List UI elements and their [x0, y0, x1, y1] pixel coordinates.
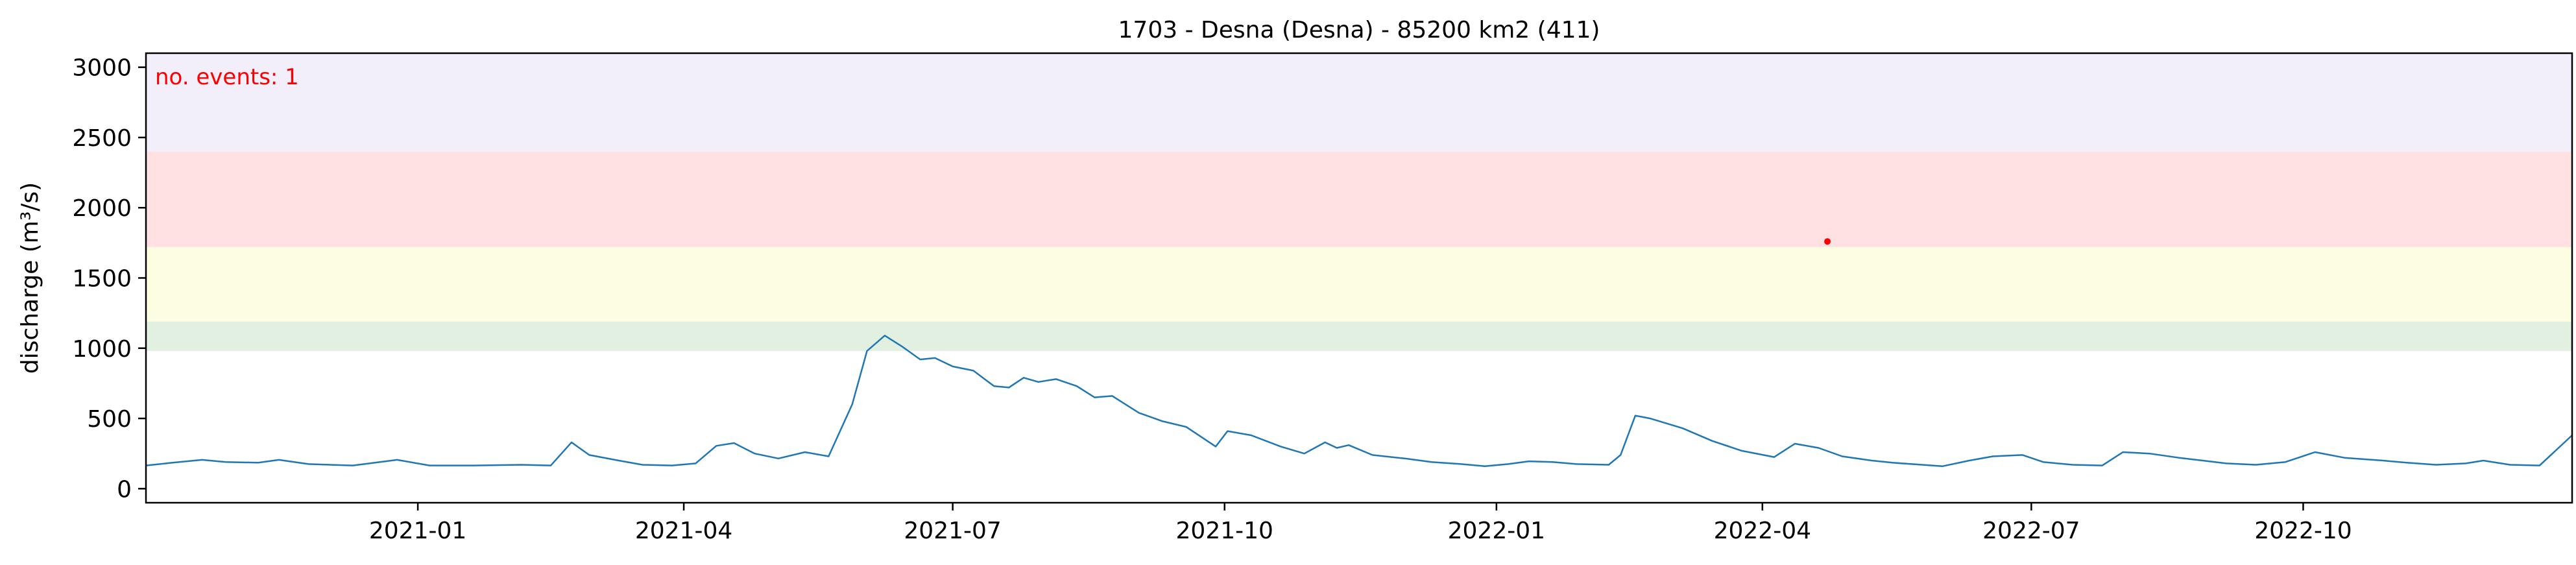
- threshold-band-0: [146, 321, 2572, 352]
- x-tick-label: 2021-04: [635, 518, 732, 544]
- y-tick-label: 500: [87, 406, 132, 433]
- threshold-bands: [146, 53, 2572, 352]
- x-tick-label: 2022-10: [2254, 518, 2352, 544]
- chart-title: 1703 - Desna (Desna) - 85200 km2 (411): [1118, 17, 1600, 43]
- event-marker-0: [1824, 238, 1831, 245]
- x-tick-label: 2022-01: [1448, 518, 1545, 544]
- x-axis-ticks: 2021-01 2021-04 2021-07 2021-10 2022-01 2022-…: [369, 503, 2352, 544]
- x-tick-label: 2021-01: [369, 518, 466, 544]
- y-axis-ticks: 0 500 1000 1500 2000 2500 3000: [72, 55, 146, 503]
- x-tick-label: 2022-04: [1714, 518, 1811, 544]
- x-tick-label: 2022-07: [1982, 518, 2080, 544]
- y-axis-label: discharge (m³/s): [17, 182, 43, 374]
- threshold-band-3: [146, 53, 2572, 152]
- threshold-band-2: [146, 151, 2572, 247]
- y-tick-label: 2000: [72, 195, 132, 222]
- event-markers: [1824, 238, 1831, 245]
- x-tick-label: 2021-10: [1176, 518, 1273, 544]
- y-tick-label: 3000: [72, 55, 132, 82]
- y-tick-label: 1000: [72, 336, 132, 363]
- series-group: [145, 335, 2573, 467]
- y-tick-label: 0: [117, 476, 132, 503]
- threshold-band-1: [146, 246, 2572, 322]
- y-tick-label: 2500: [72, 125, 132, 152]
- x-tick-label: 2021-07: [904, 518, 1001, 544]
- series-line-0: [145, 335, 2573, 467]
- y-tick-label: 1500: [72, 266, 132, 293]
- event-count-annotation: no. events: 1: [155, 64, 299, 90]
